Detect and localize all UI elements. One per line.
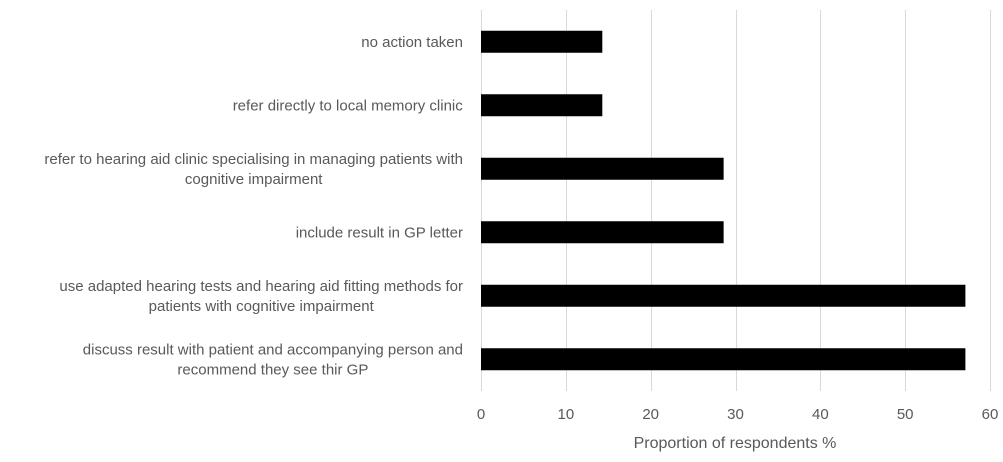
bar [481,221,724,244]
x-tick-label: 60 [982,406,999,423]
category-label-line: cognitive impairment [185,171,323,188]
x-tick-label: 0 [477,406,485,423]
bar [481,94,603,117]
category-label: refer directly to local memory clinic [233,97,464,114]
category-label-line: patients with cognitive impairment [149,298,375,315]
category-label: discuss result with patient and accompan… [83,341,463,378]
x-tick-label: 50 [897,406,914,423]
x-tick-label: 10 [557,406,574,423]
category-label-line: use adapted hearing tests and hearing ai… [59,278,463,295]
category-label: use adapted hearing tests and hearing ai… [59,278,463,315]
bar [481,348,966,371]
category-label-line: refer directly to local memory clinic [233,97,464,114]
category-label: no action taken [361,34,463,51]
x-tick-label: 40 [812,406,829,423]
gridlines [481,10,991,391]
x-tick-labels: 0 10 20 30 40 50 60 [477,406,999,423]
bar [481,30,603,53]
category-label: include result in GP letter [296,224,463,241]
category-label-line: recommend they see thir GP [177,361,368,378]
category-label-line: no action taken [361,34,463,51]
category-label-line: include result in GP letter [296,224,463,241]
bar [481,284,966,307]
category-label: refer to hearing aid clinic specialising… [44,151,463,188]
x-axis-title: Proportion of respondents % [634,435,837,452]
x-tick-label: 30 [727,406,744,423]
category-label-line: discuss result with patient and accompan… [83,341,463,358]
category-labels: no action taken refer directly to local m… [44,34,463,379]
bar [481,157,724,180]
category-label-line: refer to hearing aid clinic specialising… [44,151,463,168]
x-tick-label: 20 [642,406,659,423]
bars [481,30,966,371]
